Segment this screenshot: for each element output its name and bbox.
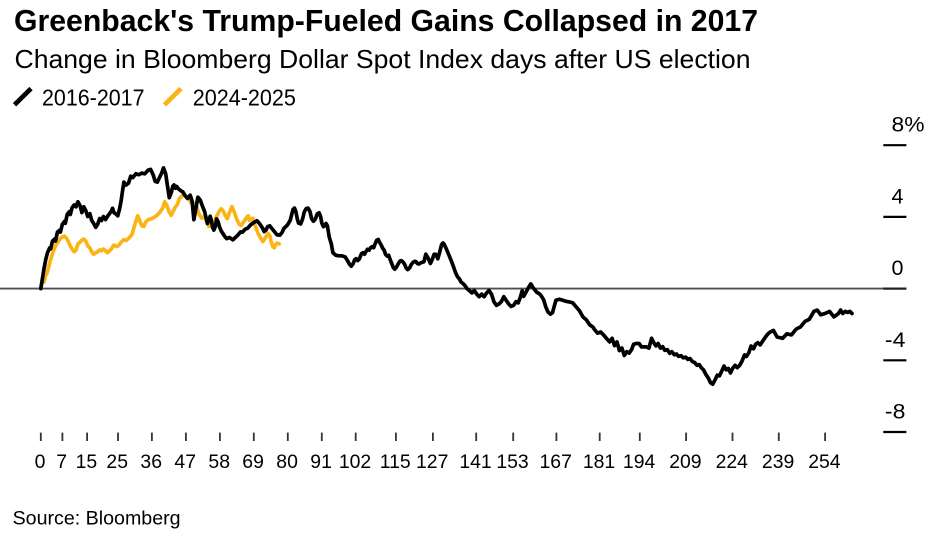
svg-text:153: 153	[496, 451, 528, 473]
svg-text:115: 115	[380, 451, 411, 473]
svg-text:-8: -8	[885, 400, 906, 424]
svg-text:194: 194	[623, 451, 656, 473]
svg-text:167: 167	[540, 451, 572, 473]
svg-text:8%: 8%	[892, 113, 925, 137]
svg-text:15: 15	[76, 451, 98, 473]
svg-text:224: 224	[716, 451, 749, 473]
svg-text:127: 127	[416, 451, 448, 473]
svg-text:141: 141	[459, 451, 491, 473]
svg-text:239: 239	[762, 451, 794, 473]
svg-text:254: 254	[808, 451, 841, 473]
svg-text:91: 91	[310, 451, 332, 473]
svg-text:2016-2017: 2016-2017	[42, 85, 145, 111]
svg-text:47: 47	[174, 451, 196, 473]
svg-text:58: 58	[208, 451, 230, 473]
svg-text:25: 25	[106, 451, 128, 473]
svg-text:2024-2025: 2024-2025	[193, 85, 296, 111]
svg-text:102: 102	[339, 451, 371, 473]
svg-text:4: 4	[892, 184, 904, 208]
svg-text:0: 0	[892, 256, 904, 280]
svg-text:Source: Bloomberg: Source: Bloomberg	[13, 508, 181, 529]
svg-text:7: 7	[56, 451, 67, 473]
svg-text:Greenback's Trump-Fueled Gains: Greenback's Trump-Fueled Gains Collapsed…	[14, 3, 758, 38]
svg-text:36: 36	[140, 451, 162, 473]
svg-text:69: 69	[242, 451, 264, 473]
svg-text:80: 80	[276, 451, 298, 473]
svg-text:181: 181	[583, 451, 615, 473]
svg-text:Change in Bloomberg Dollar Spo: Change in Bloomberg Dollar Spot Index da…	[15, 44, 751, 74]
svg-text:0: 0	[35, 451, 46, 473]
svg-text:209: 209	[669, 451, 701, 473]
svg-text:-4: -4	[885, 328, 906, 352]
